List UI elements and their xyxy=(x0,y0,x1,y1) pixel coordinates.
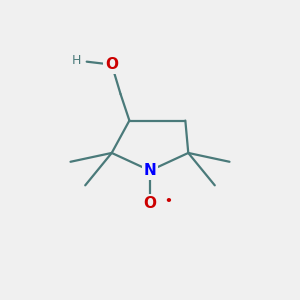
Text: O: O xyxy=(143,196,157,211)
Text: O: O xyxy=(105,57,118,72)
Text: N: N xyxy=(144,163,156,178)
Text: •: • xyxy=(164,195,172,208)
Text: H: H xyxy=(72,54,81,67)
